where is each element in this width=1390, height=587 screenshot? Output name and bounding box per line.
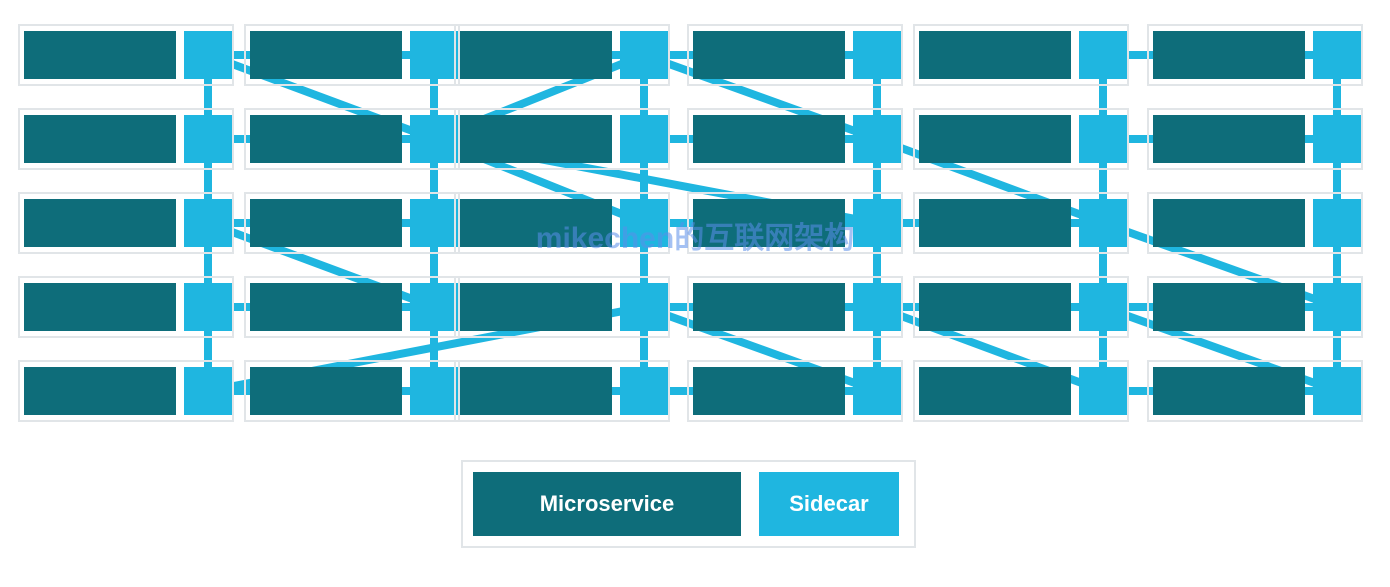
sidecar-box: [620, 31, 668, 79]
sidecar-box: [853, 283, 901, 331]
microservice-box: [1153, 199, 1305, 247]
sidecar-box: [1313, 31, 1361, 79]
sidecar-box: [1079, 283, 1127, 331]
sidecar-box: [853, 199, 901, 247]
microservice-box: [693, 283, 845, 331]
microservice-box: [693, 367, 845, 415]
microservice-box: [24, 31, 176, 79]
microservice-box: [24, 367, 176, 415]
sidecar-box: [184, 31, 232, 79]
sidecar-box: [184, 199, 232, 247]
sidecar-box: [853, 31, 901, 79]
microservice-box: [460, 115, 612, 163]
sidecar-box: [410, 115, 458, 163]
sidecar-box: [184, 367, 232, 415]
microservice-box: [250, 367, 402, 415]
microservice-box: [919, 115, 1071, 163]
sidecar-box: [1313, 367, 1361, 415]
microservice-box: [919, 283, 1071, 331]
microservice-box: [919, 31, 1071, 79]
legend-microservice-swatch: Microservice: [473, 472, 741, 536]
sidecar-box: [184, 115, 232, 163]
microservice-box: [919, 367, 1071, 415]
microservice-box: [460, 283, 612, 331]
microservice-box: [460, 367, 612, 415]
sidecar-box: [620, 367, 668, 415]
service-mesh-diagram: mikechen的互联网架构 Microservice Sidecar: [0, 0, 1390, 587]
microservice-box: [460, 199, 612, 247]
sidecar-box: [620, 115, 668, 163]
microservice-box: [693, 31, 845, 79]
sidecar-box: [1313, 283, 1361, 331]
sidecar-box: [620, 199, 668, 247]
legend-sidecar-swatch: Sidecar: [759, 472, 899, 536]
microservice-box: [24, 115, 176, 163]
sidecar-box: [410, 31, 458, 79]
microservice-box: [1153, 31, 1305, 79]
sidecar-box: [1313, 199, 1361, 247]
sidecar-box: [1079, 31, 1127, 79]
sidecar-box: [853, 367, 901, 415]
sidecar-box: [1079, 115, 1127, 163]
microservice-box: [250, 199, 402, 247]
microservice-box: [1153, 115, 1305, 163]
microservice-box: [24, 283, 176, 331]
sidecar-box: [853, 115, 901, 163]
sidecar-box: [1079, 367, 1127, 415]
microservice-box: [1153, 283, 1305, 331]
microservice-box: [1153, 367, 1305, 415]
microservice-box: [919, 199, 1071, 247]
microservice-box: [24, 199, 176, 247]
sidecar-box: [410, 367, 458, 415]
sidecar-box: [1313, 115, 1361, 163]
microservice-box: [693, 199, 845, 247]
microservice-box: [250, 31, 402, 79]
sidecar-box: [410, 199, 458, 247]
sidecar-box: [620, 283, 668, 331]
legend: Microservice Sidecar: [461, 460, 916, 548]
microservice-box: [693, 115, 845, 163]
sidecar-box: [410, 283, 458, 331]
sidecar-box: [184, 283, 232, 331]
microservice-box: [250, 115, 402, 163]
sidecar-box: [1079, 199, 1127, 247]
microservice-box: [250, 283, 402, 331]
microservice-box: [460, 31, 612, 79]
